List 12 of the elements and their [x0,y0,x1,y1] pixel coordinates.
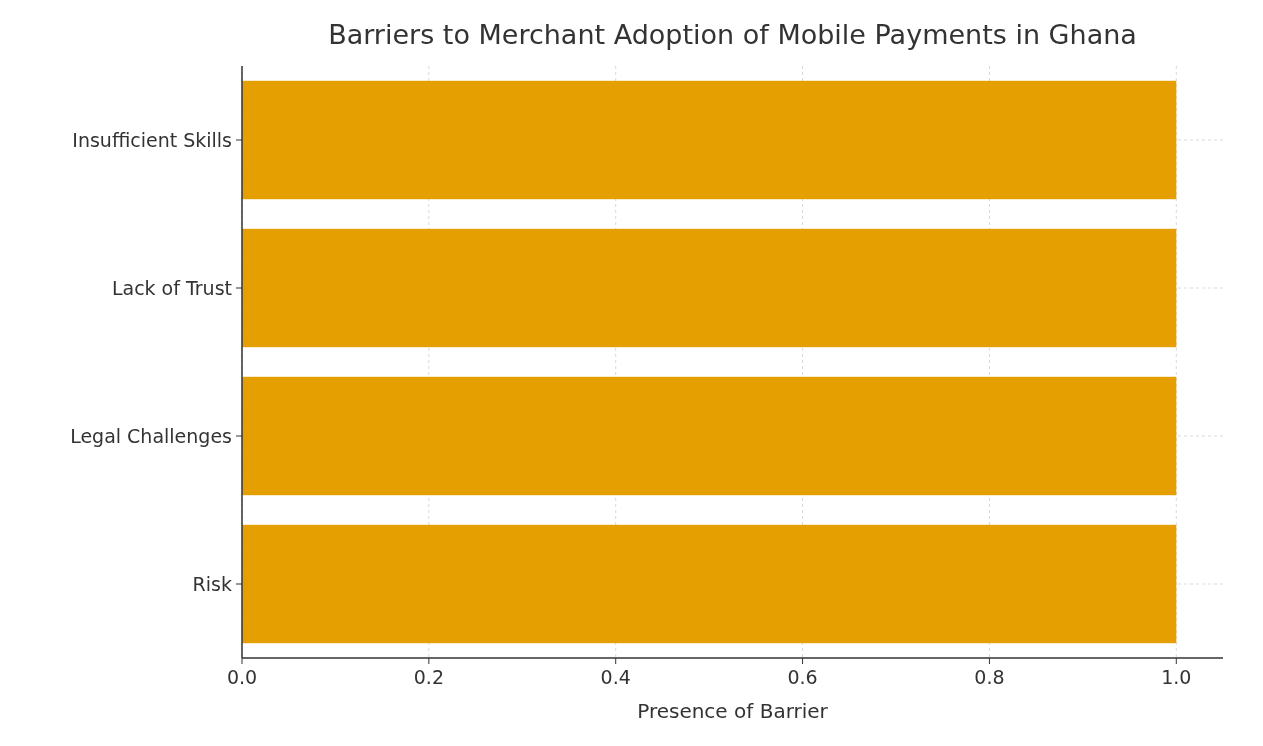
x-tick-label: 0.6 [787,666,818,688]
y-tick-label: Lack of Trust [111,276,232,299]
y-tick-label: Risk [192,572,232,595]
y-tick-label: Insufficient Skills [72,128,232,151]
chart-title: Barriers to Merchant Adoption of Mobile Payments in Ghana [328,19,1137,50]
x-tick-label: 0.2 [413,666,444,688]
x-tick-label: 0.8 [974,666,1005,688]
x-tick-label: 0.4 [600,666,631,688]
x-axis-title: Presence of Barrier [637,699,829,723]
y-tick-label: Legal Challenges [70,424,232,447]
x-tick-label: 1.0 [1161,666,1192,688]
x-tick-label: 0.0 [226,666,258,688]
